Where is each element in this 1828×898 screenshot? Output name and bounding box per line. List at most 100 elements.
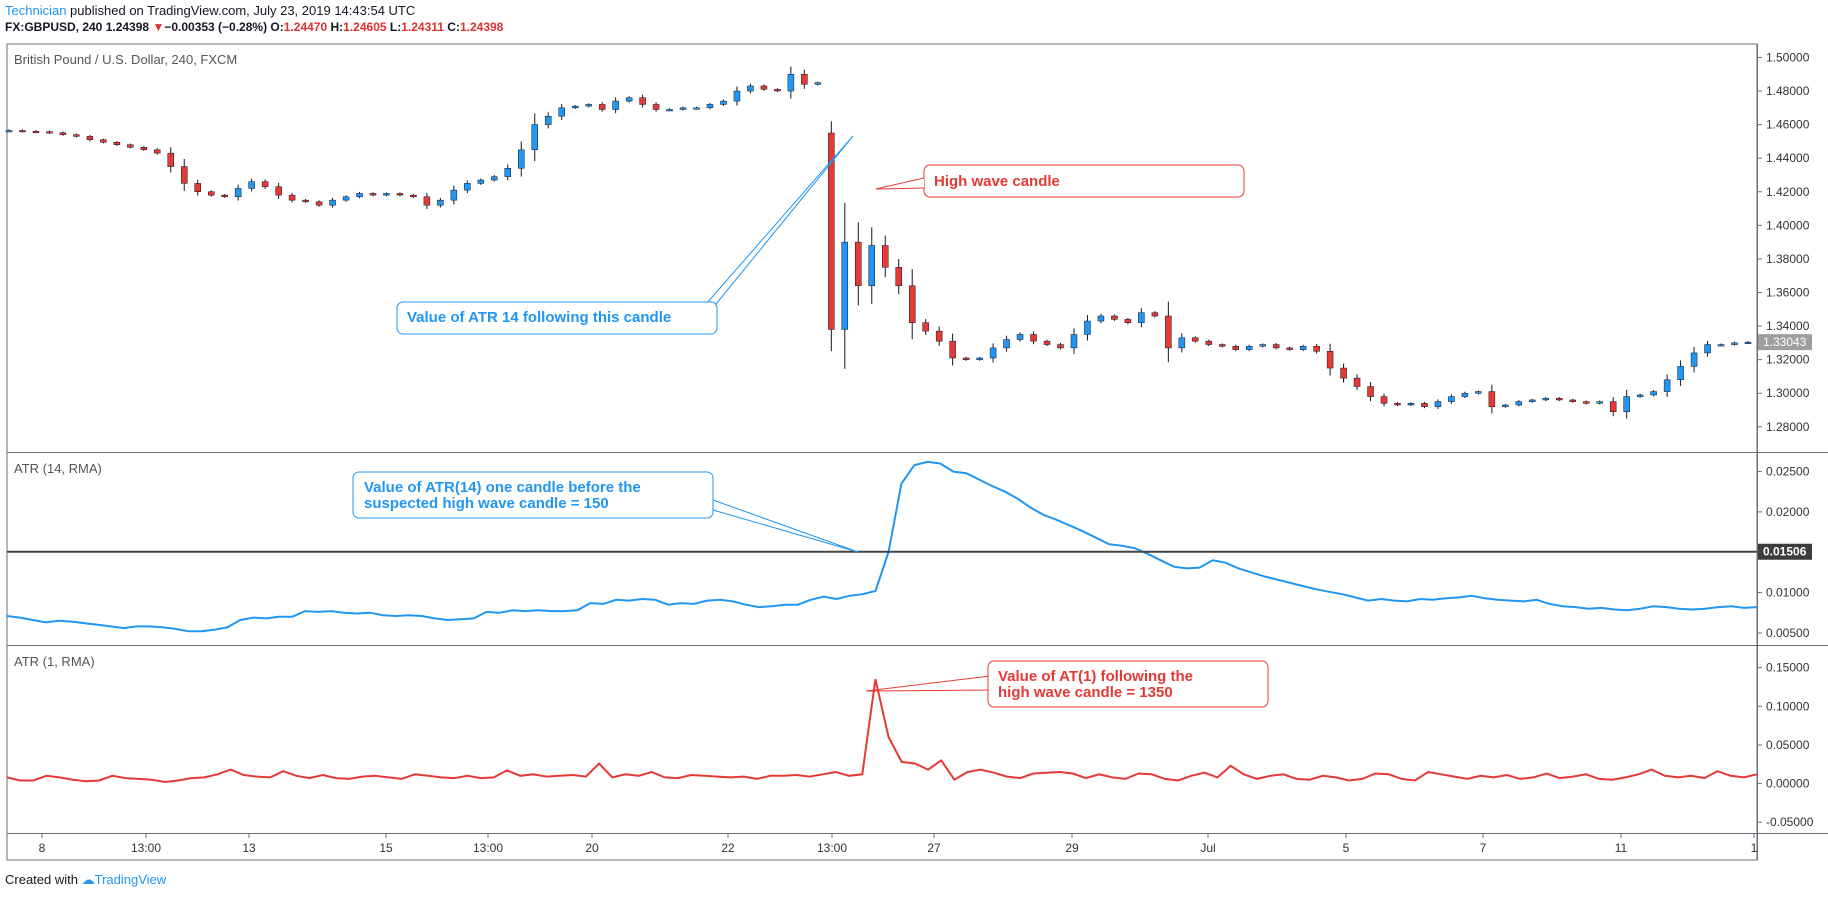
- candle-body: [1192, 337, 1199, 342]
- close-label: C:: [447, 20, 460, 34]
- time-tick-label: 29: [1065, 841, 1079, 855]
- candle-body: [1744, 341, 1752, 344]
- low-value: 1.24311: [401, 20, 444, 34]
- candle-body: [1084, 320, 1091, 335]
- candle-body: [733, 90, 741, 102]
- down-arrow-icon: ▼: [152, 20, 165, 34]
- candle-body: [1353, 377, 1361, 387]
- price-change: −0.00353 (−0.28%): [164, 20, 268, 34]
- candle-body: [167, 152, 175, 167]
- atr1-pane[interactable]: ATR (1, RMA) 0.15000 0.10000 0.05000 0.00000…: [6, 654, 1814, 829]
- candle-body: [1070, 334, 1078, 349]
- candle-body: [1529, 399, 1536, 402]
- candle-body: [747, 85, 754, 92]
- candle-body: [814, 82, 822, 85]
- candle-body: [180, 166, 188, 184]
- time-tick-label: 5: [1343, 841, 1350, 855]
- chart-area[interactable]: British Pound / U.S. Dollar, 240, FXCM 1.…: [0, 0, 1828, 870]
- candle-body: [221, 194, 228, 198]
- candle-body: [598, 104, 606, 110]
- candle-body: [329, 199, 336, 206]
- close-value: 1.24398: [459, 20, 504, 34]
- candle-body: [1475, 391, 1482, 394]
- atr14-pane[interactable]: ATR (14, RMA)0.025000.020000.015000.0100…: [6, 460, 1812, 640]
- candle-body: [962, 357, 970, 360]
- price-pane[interactable]: British Pound / U.S. Dollar, 240, FXCM 1.…: [5, 50, 1812, 434]
- price-tick-label: 1.28000: [1766, 420, 1810, 434]
- open-label: O:: [270, 20, 284, 34]
- candle-body: [895, 267, 902, 287]
- candle-body: [491, 176, 498, 181]
- time-axis[interactable]: 8 13:00 13 15 13:00 20 22 13:00 27 29 Jul 5 7 11 1: [39, 833, 1758, 855]
- price-tick-label: 1.34000: [1766, 319, 1810, 333]
- candle-body: [1043, 340, 1051, 345]
- tradingview-link[interactable]: TradingView: [94, 872, 167, 887]
- candle-body: [625, 97, 633, 102]
- candle-body: [464, 183, 471, 191]
- candle-body: [356, 193, 363, 198]
- candle-body: [369, 193, 377, 196]
- candle-body: [1340, 367, 1347, 379]
- time-tick-label: 7: [1480, 841, 1487, 855]
- high-wave-callout-pointer: [875, 177, 925, 190]
- candle-body: [949, 340, 956, 359]
- candle-body: [140, 147, 148, 151]
- time-tick-label: 20: [585, 841, 599, 855]
- candle-body: [571, 105, 579, 109]
- candle-body: [787, 73, 795, 92]
- atr14-level-label: 0.01506: [1763, 545, 1807, 559]
- atr14-after-callout-box: [396, 301, 718, 335]
- candle-body: [1556, 398, 1563, 401]
- candle-body: [976, 357, 983, 360]
- candle-body: [1677, 366, 1684, 381]
- chart-header: Technician published on TradingView.com,…: [5, 3, 503, 35]
- price-tick-label: 1.46000: [1766, 118, 1810, 132]
- time-tick-label: Jul: [1200, 841, 1215, 855]
- candle-body: [1461, 392, 1469, 397]
- price-pane-title: British Pound / U.S. Dollar, 240, FXCM: [14, 52, 237, 67]
- candle-body: [59, 132, 67, 135]
- candle-body: [127, 144, 134, 148]
- candle-body: [342, 196, 350, 201]
- tradingview-logo-icon: ☁: [81, 872, 95, 887]
- time-tick-label: 13:00: [473, 841, 503, 855]
- candle-body: [1609, 401, 1617, 412]
- atr14-tick-label: 0.02500: [1766, 465, 1810, 479]
- candle-body: [1650, 391, 1657, 396]
- last-price-label: 1.33043: [1763, 335, 1807, 349]
- time-tick-label: 22: [721, 841, 735, 855]
- candle-body: [1515, 401, 1523, 406]
- candle-body: [1367, 386, 1374, 397]
- candle-body: [1380, 396, 1388, 404]
- candle-body: [760, 85, 768, 90]
- candle-body: [1057, 344, 1064, 349]
- candle-body: [248, 181, 255, 189]
- candle-body: [1663, 379, 1671, 392]
- candle-body: [1502, 404, 1509, 407]
- last-price-badge: [1758, 334, 1812, 351]
- candle-body: [423, 196, 431, 206]
- candle-body: [315, 201, 323, 206]
- time-tick-label: 15: [379, 841, 393, 855]
- candle-body: [504, 167, 512, 177]
- candle-body: [450, 189, 458, 201]
- candle-body: [1717, 344, 1725, 347]
- atr14-after-callout-text: Value of ATR 14 following this candle: [407, 309, 671, 326]
- symbol-line: FX:GBPUSD, 240 1.24398 ▼−0.00353 (−0.28%…: [5, 19, 503, 35]
- author-link[interactable]: Technician: [5, 3, 67, 18]
- price-tick-label: 1.50000: [1766, 50, 1810, 64]
- candle-body: [207, 191, 215, 196]
- candle-body: [1448, 396, 1455, 402]
- candle-body: [46, 131, 53, 134]
- at1-callout-line2: high wave candle = 1350: [998, 684, 1173, 701]
- candle-body: [1582, 401, 1590, 404]
- price-tick-label: 1.36000: [1766, 285, 1810, 299]
- candle-body: [544, 115, 552, 125]
- candle-body: [922, 322, 929, 332]
- candle-body: [261, 181, 269, 187]
- price-tick-label: 1.40000: [1766, 218, 1810, 232]
- candle-body: [1205, 340, 1213, 345]
- price-tick-label: 1.30000: [1766, 386, 1810, 400]
- candle-body: [302, 199, 309, 203]
- candle-body: [1434, 401, 1442, 407]
